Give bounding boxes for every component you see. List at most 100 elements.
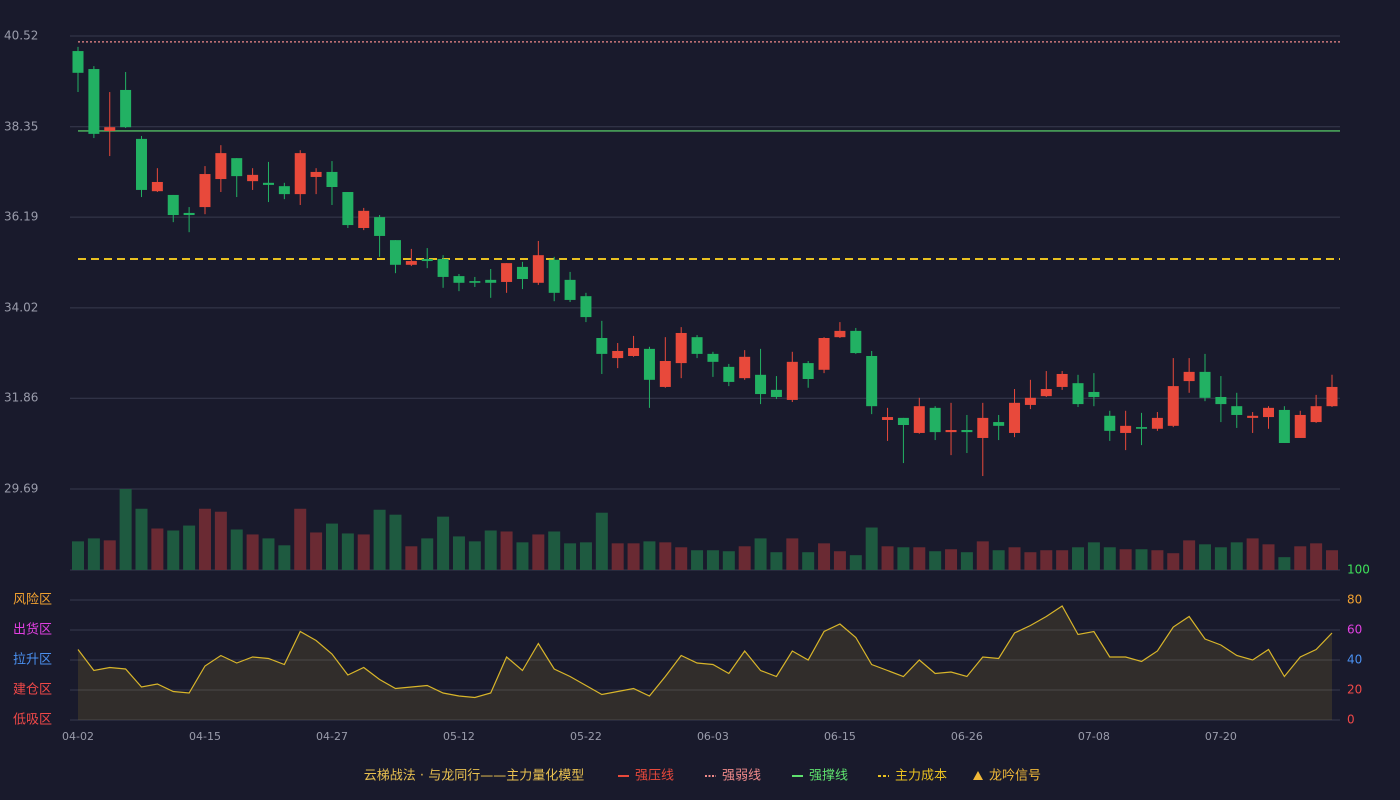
candle-body bbox=[882, 417, 894, 420]
candle-body bbox=[469, 281, 481, 283]
candle-body bbox=[1151, 417, 1163, 429]
candle-body bbox=[612, 350, 624, 359]
volume-bar bbox=[1214, 547, 1227, 570]
volume-bar bbox=[135, 508, 148, 570]
volume-bar bbox=[310, 532, 323, 570]
candle-body bbox=[945, 430, 957, 433]
candle-body bbox=[596, 338, 608, 354]
volume-bar bbox=[976, 541, 989, 570]
candle-body bbox=[834, 330, 846, 338]
volume-bar bbox=[1056, 550, 1069, 570]
volume-bar bbox=[1008, 547, 1021, 570]
volume-bar bbox=[389, 514, 402, 570]
candle-body bbox=[1263, 407, 1275, 418]
volume-bar bbox=[72, 541, 84, 570]
volume-bar bbox=[437, 516, 450, 570]
candle-body bbox=[739, 356, 751, 379]
candle-body bbox=[564, 279, 576, 300]
legend-label: 强压线 bbox=[635, 769, 674, 784]
candle-body bbox=[1167, 386, 1179, 426]
volume-bar bbox=[1087, 542, 1100, 570]
volume-bar bbox=[611, 543, 624, 570]
volume-bar bbox=[468, 541, 481, 570]
candle-body bbox=[326, 171, 338, 187]
volume-bar bbox=[262, 538, 275, 570]
volume-bar bbox=[214, 511, 227, 570]
candle-body bbox=[389, 240, 401, 265]
candle-body bbox=[120, 89, 132, 128]
volume-bar bbox=[294, 508, 307, 570]
volume-bar bbox=[484, 530, 497, 570]
volume-bar bbox=[1040, 550, 1053, 570]
y-tick-label: 36.19 bbox=[4, 210, 38, 224]
volume-bar bbox=[421, 538, 434, 570]
x-tick-label: 06-26 bbox=[951, 730, 983, 743]
volume-bar bbox=[1135, 549, 1148, 570]
volume-bar bbox=[579, 542, 592, 570]
candle-body bbox=[358, 210, 370, 228]
legend-title: 云梯战法 · 与龙同行——主力量化模型 bbox=[364, 769, 584, 784]
volume-bar bbox=[564, 543, 577, 570]
y-tick-label: 20 bbox=[1347, 683, 1362, 697]
legend-marker bbox=[973, 771, 983, 780]
volume-bar bbox=[1151, 550, 1164, 570]
volume-bar bbox=[706, 550, 719, 570]
candle-body bbox=[1215, 396, 1227, 405]
candle-body bbox=[659, 361, 671, 387]
candle-body bbox=[755, 374, 767, 395]
y-tick-label: 80 bbox=[1347, 593, 1362, 607]
volume-bar bbox=[183, 525, 196, 570]
volume-bar bbox=[1278, 557, 1291, 570]
zone-label: 风险区 bbox=[13, 593, 52, 608]
zone-label: 出货区 bbox=[13, 622, 52, 638]
candle-body bbox=[183, 212, 195, 216]
candle-body bbox=[231, 158, 243, 177]
candle-body bbox=[1136, 427, 1148, 429]
candle-body bbox=[580, 296, 592, 318]
volume-bar bbox=[167, 530, 180, 570]
candle-body bbox=[1231, 406, 1243, 415]
candle-body bbox=[310, 171, 322, 177]
volume-bar bbox=[548, 531, 561, 570]
x-tick-label: 06-15 bbox=[824, 730, 856, 743]
y-tick-label: 100 bbox=[1347, 563, 1370, 577]
candle-body bbox=[977, 417, 989, 438]
volume-bar bbox=[849, 555, 862, 570]
candle-body bbox=[786, 361, 798, 400]
indicator-area bbox=[78, 606, 1332, 720]
candle-body bbox=[866, 355, 878, 407]
candle-body bbox=[897, 417, 909, 426]
x-tick-label: 04-02 bbox=[62, 730, 94, 743]
candle-body bbox=[643, 348, 655, 380]
volume-bar bbox=[373, 509, 386, 570]
volume-bar bbox=[1310, 543, 1323, 570]
x-tick-label: 07-08 bbox=[1078, 730, 1110, 743]
volume-bar bbox=[595, 512, 608, 570]
indicator-line bbox=[77, 605, 1333, 699]
volume-bar bbox=[1183, 540, 1196, 570]
zone-label: 拉升区 bbox=[13, 653, 52, 668]
volume-bar bbox=[802, 552, 815, 570]
candle-body bbox=[1072, 383, 1084, 405]
volume-bar bbox=[103, 540, 116, 570]
volume-bar bbox=[881, 546, 894, 570]
volume-bar bbox=[246, 534, 259, 570]
volume-bar bbox=[691, 550, 704, 570]
y-tick-label: 34.02 bbox=[4, 300, 38, 314]
candle-body bbox=[167, 194, 179, 216]
volume-bar bbox=[643, 541, 656, 570]
candle-body bbox=[151, 181, 163, 192]
candle-body bbox=[1040, 389, 1052, 397]
volume-bar bbox=[659, 542, 672, 570]
volume-bar bbox=[929, 551, 942, 570]
volume-bar bbox=[119, 489, 132, 570]
volume-bar bbox=[754, 538, 767, 570]
candle-body bbox=[850, 330, 862, 354]
legend-label: 龙吟信号 bbox=[989, 768, 1041, 784]
y-tick-label: 38.35 bbox=[4, 119, 38, 133]
x-tick-label: 06-03 bbox=[697, 730, 729, 743]
candle-body bbox=[913, 406, 925, 433]
candle-body bbox=[818, 338, 830, 370]
